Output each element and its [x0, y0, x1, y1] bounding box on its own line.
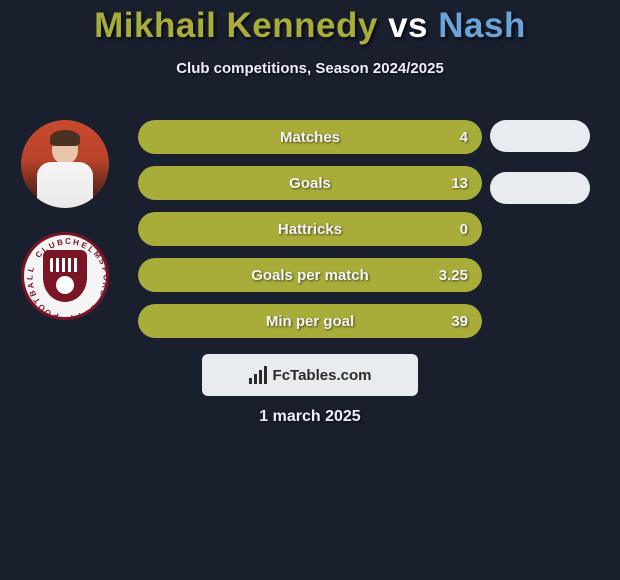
- stats-list: Matches4 Goals13 Hattricks0 Goals per match…: [138, 120, 482, 350]
- player1-avatar: [21, 120, 109, 208]
- page-title: Mikhail Kennedy vs Nash: [0, 6, 620, 46]
- avatar-column: CHELMSFORD CITY FOOTBALL CLUB: [10, 120, 120, 344]
- subtitle: Club competitions, Season 2024/2025: [0, 60, 620, 77]
- title-vs: vs: [388, 6, 428, 45]
- stat-value: 13: [451, 175, 468, 192]
- stat-label: Goals: [138, 175, 482, 192]
- brand-badge: FcTables.com: [202, 354, 418, 396]
- stat-row: Hattricks0: [138, 212, 482, 246]
- stat-label: Min per goal: [138, 313, 482, 330]
- crest-shield-icon: [43, 250, 87, 302]
- stat-value: 0: [460, 221, 468, 238]
- brand-bars-icon: [249, 366, 267, 384]
- comparison-card: Mikhail Kennedy vs Nash Club competition…: [0, 0, 620, 580]
- date-text: 1 march 2025: [0, 408, 620, 426]
- avatar-hair: [50, 130, 80, 146]
- stat-row: Min per goal39: [138, 304, 482, 338]
- stat-row: Matches4: [138, 120, 482, 154]
- title-player1: Mikhail Kennedy: [94, 6, 378, 45]
- stat-label: Matches: [138, 129, 482, 146]
- stat-row: Goals per match3.25: [138, 258, 482, 292]
- title-player2: Nash: [438, 6, 526, 45]
- opponent-pill-column: [490, 120, 610, 224]
- brand-text: FcTables.com: [273, 367, 372, 384]
- stat-label: Goals per match: [138, 267, 482, 284]
- stat-value: 3.25: [439, 267, 468, 284]
- stat-label: Hattricks: [138, 221, 482, 238]
- opponent-pill: [490, 120, 590, 152]
- stat-value: 39: [451, 313, 468, 330]
- opponent-pill: [490, 172, 590, 204]
- player2-crest: CHELMSFORD CITY FOOTBALL CLUB: [21, 232, 109, 320]
- stat-row: Goals13: [138, 166, 482, 200]
- stat-value: 4: [460, 129, 468, 146]
